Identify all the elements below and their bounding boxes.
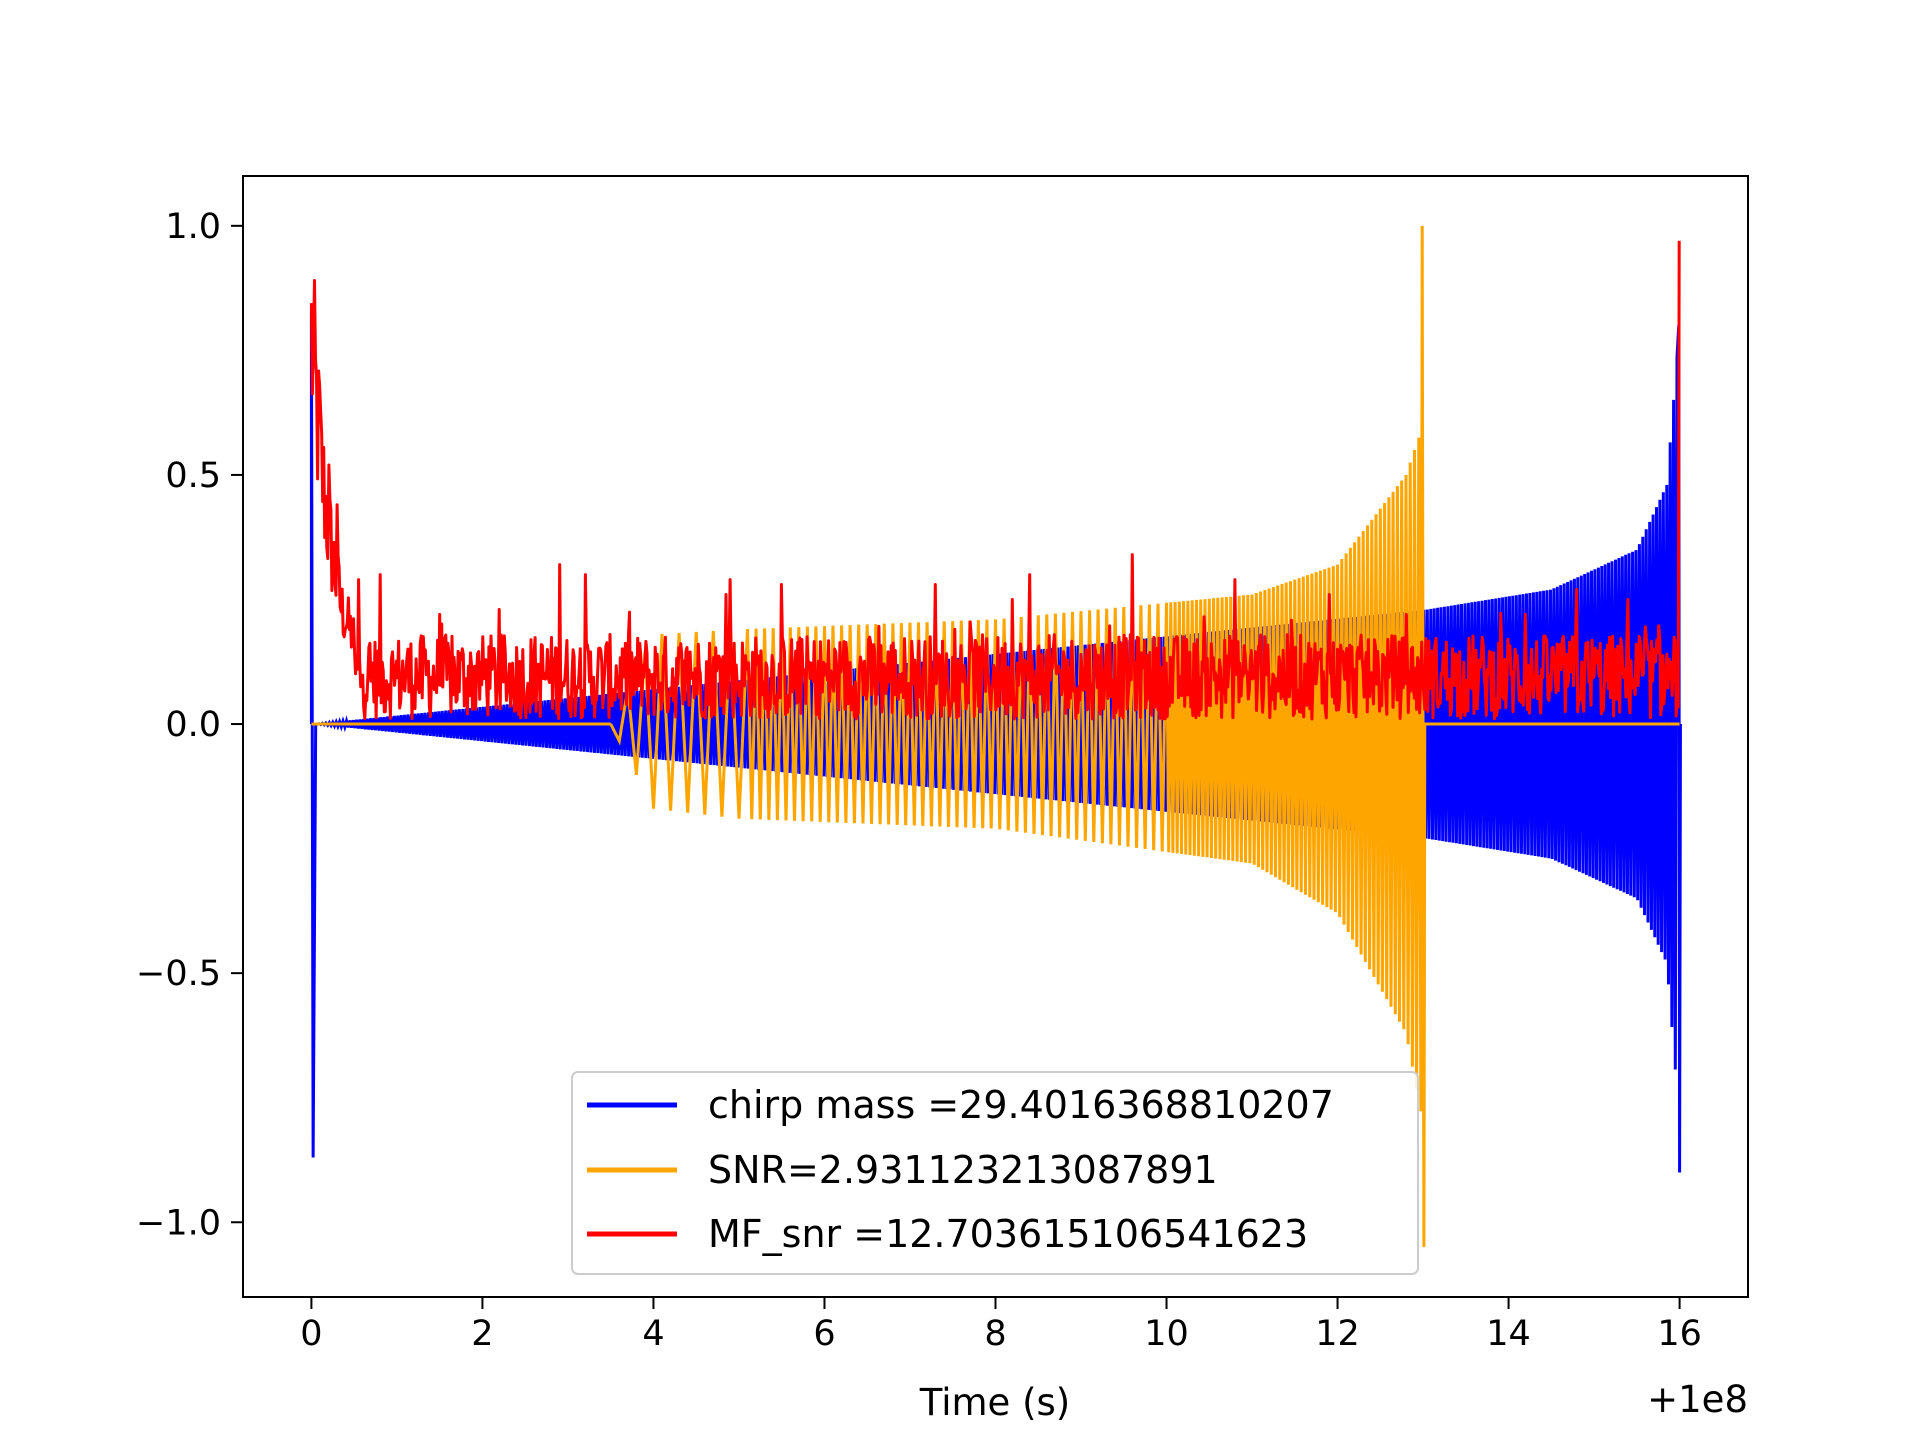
- x-tick-label: 2: [471, 1314, 493, 1354]
- legend-label-chirp-mass: chirp mass =29.4016368810207: [708, 1083, 1334, 1127]
- series-line-mf-snr: [309, 240, 1681, 721]
- x-tick-label: 8: [984, 1314, 1006, 1354]
- x-axis: 0 2 4 6 8 10 12 14 16: [300, 1297, 1702, 1354]
- legend: chirp mass =29.4016368810207 SNR=2.93112…: [571, 1071, 1419, 1275]
- y-tick-label: −1.0: [136, 1203, 221, 1243]
- x-offset-label: +1e8: [1647, 1378, 1748, 1421]
- legend-label-mf-snr: MF_snr =12.703615106541623: [708, 1212, 1308, 1256]
- x-tick-label: 10: [1144, 1314, 1189, 1354]
- series-layer: [309, 225, 1682, 1248]
- legend-label-snr: SNR=2.931123213087891: [708, 1148, 1218, 1192]
- x-axis-label: Time (s): [919, 1381, 1070, 1424]
- series-line-chirp-mass: [309, 310, 1682, 1173]
- legend-box: [571, 1071, 1419, 1275]
- y-tick-label: 0.5: [165, 456, 221, 496]
- y-axis: −1.0 −0.5 0.0 0.5 1.0: [136, 207, 243, 1243]
- y-tick-label: −0.5: [136, 954, 221, 994]
- x-tick-label: 4: [642, 1314, 664, 1354]
- y-tick-label: 1.0: [165, 207, 221, 247]
- x-tick-label: 6: [813, 1314, 835, 1354]
- y-tick-label: 0.0: [165, 705, 221, 745]
- x-tick-label: 16: [1657, 1314, 1702, 1354]
- x-tick-label: 12: [1315, 1314, 1360, 1354]
- x-tick-label: 0: [300, 1314, 322, 1354]
- x-tick-label: 14: [1486, 1314, 1531, 1354]
